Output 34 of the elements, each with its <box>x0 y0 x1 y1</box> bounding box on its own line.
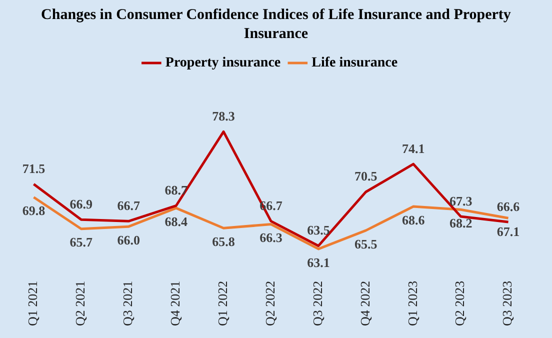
data-label: 66.3 <box>260 230 283 246</box>
x-tick-label: Q2 2023 <box>452 280 468 326</box>
data-label: 66.9 <box>70 196 94 212</box>
data-label: 68.6 <box>402 212 426 228</box>
data-label: 65.5 <box>354 236 378 252</box>
data-label: 68.2 <box>449 215 472 230</box>
data-label: 69.8 <box>22 203 46 218</box>
x-tick-label: Q3 2023 <box>500 280 515 326</box>
chart-title: Changes in Consumer Confidence Indices of Life Insurance and Property Insurance <box>41 6 511 44</box>
data-label: 67.3 <box>449 193 473 208</box>
x-tick-label: Q4 2022 <box>357 280 372 326</box>
x-tick-label: Q4 2021 <box>168 280 183 326</box>
data-label: 63.1 <box>307 254 330 270</box>
data-label: 63.5 <box>307 222 330 238</box>
x-tick-label: Q1 2021 <box>25 280 40 326</box>
legend-label: Life insurance <box>312 56 398 71</box>
data-label: 71.5 <box>22 161 46 176</box>
data-label: 68.4 <box>164 214 188 229</box>
legend-label: Property insurance <box>165 56 281 71</box>
x-tick-label: Q3 2021 <box>120 280 136 326</box>
data-label: 66.0 <box>117 232 140 248</box>
data-label: 65.8 <box>212 234 236 249</box>
data-label: 65.7 <box>70 234 94 250</box>
x-tick-label: Q3 2022 <box>310 280 325 326</box>
data-label: 78.3 <box>212 108 236 124</box>
data-label: 74.1 <box>402 140 425 156</box>
data-label: 66.6 <box>496 198 520 214</box>
x-tick-label: Q1 2023 <box>404 280 420 326</box>
data-label: 66.7 <box>117 198 141 214</box>
x-tick-label: Q2 2021 <box>72 280 88 326</box>
x-tick-label: Q1 2022 <box>214 280 230 326</box>
x-tick-label: Q2 2022 <box>262 280 278 326</box>
data-label: 70.5 <box>354 168 378 184</box>
data-label: 67.1 <box>496 224 520 239</box>
